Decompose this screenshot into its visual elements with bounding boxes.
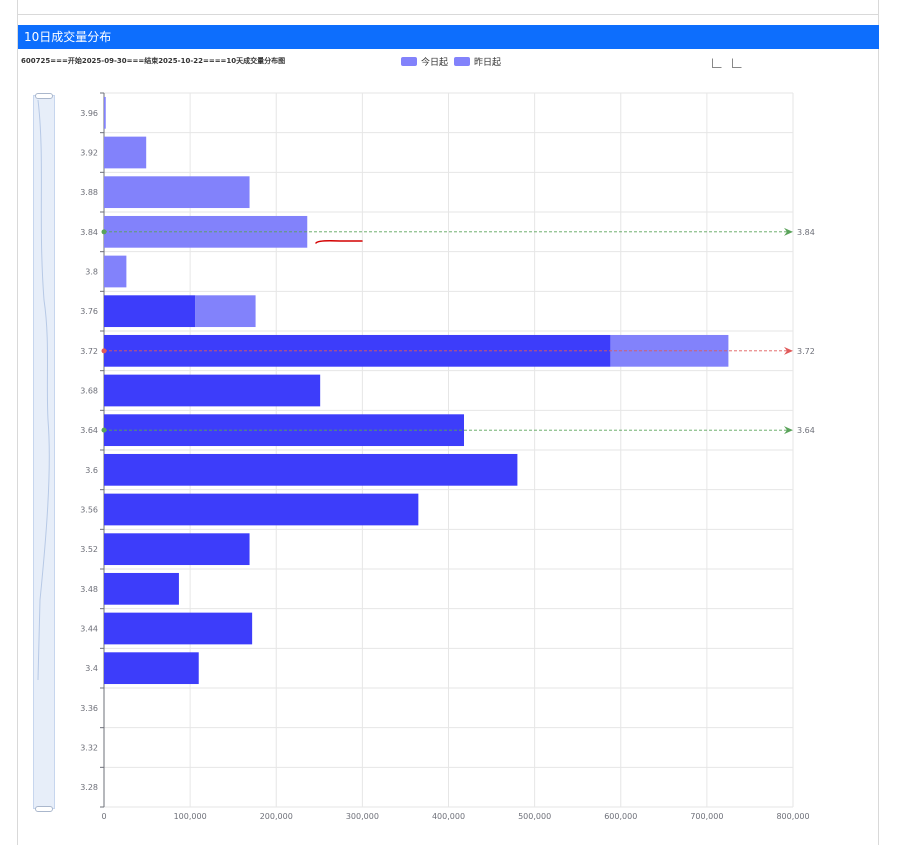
y-tick-label: 3.56 xyxy=(80,506,98,515)
top-divider xyxy=(18,14,879,15)
legend-swatch-yesterday xyxy=(454,57,471,66)
x-tick-label: 400,000 xyxy=(432,812,465,821)
bar-today[interactable] xyxy=(104,572,179,605)
mark-line-arrow xyxy=(784,227,793,236)
y-tick-label: 3.68 xyxy=(80,387,98,396)
y-tick-label: 3.96 xyxy=(80,109,98,118)
legend-item-yesterday[interactable]: 昨日起 xyxy=(454,55,501,68)
x-tick-label: 200,000 xyxy=(260,812,293,821)
y-tick-label: 3.6 xyxy=(85,466,98,475)
zoom-handle-bottom[interactable] xyxy=(35,806,53,812)
bar-yesterday[interactable] xyxy=(104,176,250,209)
y-tick-label: 3.52 xyxy=(80,545,98,554)
bar-yesterday[interactable] xyxy=(104,96,106,129)
toolbox xyxy=(712,58,742,68)
y-tick-label: 3.92 xyxy=(80,149,98,158)
chart-legend: 今日起 昨日起 xyxy=(401,55,501,68)
y-tick-label: 3.84 xyxy=(80,228,98,237)
legend-item-today[interactable]: 今日起 xyxy=(401,55,448,68)
x-tick-label: 600,000 xyxy=(604,812,637,821)
x-tick-label: 0 xyxy=(101,812,106,821)
mark-line-label: 3.72 xyxy=(797,347,815,356)
mark-line-label: 3.64 xyxy=(797,426,815,435)
x-tick-label: 500,000 xyxy=(518,812,551,821)
bar-today[interactable] xyxy=(104,612,253,645)
legend-label-today: 今日起 xyxy=(421,58,449,68)
y-tick-label: 3.32 xyxy=(80,744,98,753)
mark-line-label: 3.84 xyxy=(797,228,815,237)
zoom-select-icon[interactable] xyxy=(712,58,722,68)
bar-today[interactable] xyxy=(104,374,321,407)
bar-today[interactable] xyxy=(104,533,250,566)
mark-line-arrow xyxy=(784,426,793,435)
y-tick-label: 3.8 xyxy=(85,268,98,277)
y-tick-label: 3.88 xyxy=(80,188,98,197)
chart-title: 600725===开始2025-09-30===结束2025-10-22====… xyxy=(21,57,286,65)
bar-today[interactable] xyxy=(104,493,419,526)
y-tick-label: 3.76 xyxy=(80,307,98,316)
zoom-reset-icon[interactable] xyxy=(732,58,742,68)
zoom-preview-line xyxy=(37,99,50,681)
x-tick-label: 300,000 xyxy=(346,812,379,821)
bar-today[interactable] xyxy=(104,453,518,486)
y-tick-label: 3.64 xyxy=(80,426,98,435)
legend-label-yesterday: 昨日起 xyxy=(474,58,502,68)
bar-today[interactable] xyxy=(104,652,199,685)
y-tick-label: 3.4 xyxy=(85,664,98,673)
zoom-handle-top[interactable] xyxy=(35,93,53,99)
mark-line-start xyxy=(101,427,107,433)
y-tick-label: 3.48 xyxy=(80,585,98,594)
mark-line-start xyxy=(101,229,107,235)
bar-yesterday[interactable] xyxy=(195,295,256,328)
y-tick-label: 3.44 xyxy=(80,625,98,634)
bar-yesterday[interactable] xyxy=(104,255,127,288)
annotation-stroke xyxy=(315,240,363,244)
y-tick-label: 3.36 xyxy=(80,704,98,713)
mark-line-arrow xyxy=(784,346,793,355)
x-tick-label: 800,000 xyxy=(776,812,809,821)
panel-header: 10日成交量分布 xyxy=(18,25,879,49)
bar-yesterday[interactable] xyxy=(104,136,147,169)
x-tick-label: 700,000 xyxy=(690,812,723,821)
panel-frame xyxy=(17,0,879,845)
panel-title: 10日成交量分布 xyxy=(24,30,112,44)
y-tick-label: 3.72 xyxy=(80,347,98,356)
bar-today[interactable] xyxy=(104,295,196,328)
y-tick-label: 3.28 xyxy=(80,783,98,792)
legend-swatch-today xyxy=(401,57,417,66)
x-tick-label: 100,000 xyxy=(174,812,207,821)
mark-line-start xyxy=(101,348,107,354)
